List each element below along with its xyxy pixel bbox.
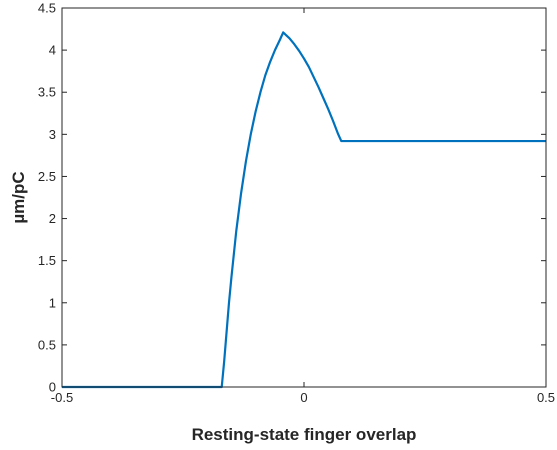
x-axis-title: Resting-state finger overlap	[192, 425, 417, 444]
x-axis-ticks: -0.5 0 0.5	[51, 8, 555, 405]
x-tick-label: -0.5	[51, 390, 73, 405]
y-tick-label: 1.5	[38, 253, 56, 268]
y-tick-label: 0.5	[38, 337, 56, 352]
y-tick-label: 2.5	[38, 169, 56, 184]
y-tick-label: 4.5	[38, 1, 56, 16]
y-axis-ticks: 0 0.5 1 1.5 2 2.5 3 3.5 4 4.5	[38, 1, 546, 395]
series-line	[62, 31, 546, 389]
y-axis-title: µm/pC	[9, 171, 28, 223]
y-tick-label: 1	[49, 295, 56, 310]
plot-frame	[61, 7, 547, 388]
y-tick-label: 3.5	[38, 85, 56, 100]
plot-area	[62, 8, 546, 387]
x-tick-label: 0	[300, 390, 307, 405]
y-tick-label: 4	[49, 43, 56, 58]
y-tick-label: 3	[49, 127, 56, 142]
x-tick-label: 0.5	[537, 390, 555, 405]
y-tick-label: 0	[49, 380, 56, 395]
y-tick-label: 2	[49, 211, 56, 226]
